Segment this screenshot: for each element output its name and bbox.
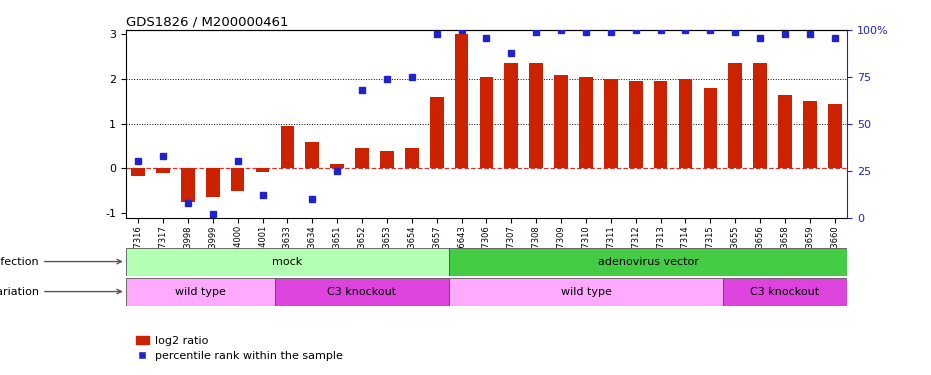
Legend: log2 ratio, percentile rank within the sample: log2 ratio, percentile rank within the s…	[131, 331, 347, 366]
Bar	[131, 168, 145, 176]
Bar	[126, 248, 449, 276]
Bar	[753, 63, 767, 168]
Bar	[275, 278, 449, 306]
Bar	[628, 81, 642, 168]
Bar	[505, 63, 519, 168]
Bar	[579, 77, 593, 168]
Bar	[778, 95, 792, 168]
Text: adenovirus vector: adenovirus vector	[598, 256, 698, 267]
Bar	[604, 79, 617, 168]
Text: wild type: wild type	[175, 286, 225, 297]
Text: GDS1826 / M200000461: GDS1826 / M200000461	[126, 16, 289, 29]
Bar	[256, 168, 269, 172]
Text: infection: infection	[0, 256, 121, 267]
Bar	[728, 63, 742, 168]
Bar	[305, 142, 319, 168]
Bar	[126, 278, 275, 306]
Bar	[331, 164, 344, 168]
Bar	[722, 278, 847, 306]
Bar	[231, 168, 245, 191]
Bar	[206, 168, 220, 197]
Bar	[156, 168, 169, 173]
Bar	[679, 79, 693, 168]
Bar	[554, 75, 568, 168]
Bar	[654, 81, 668, 168]
Text: wild type: wild type	[560, 286, 612, 297]
Bar	[454, 34, 468, 168]
Bar	[479, 77, 493, 168]
Text: genotype/variation: genotype/variation	[0, 286, 121, 297]
Bar	[356, 148, 369, 168]
Bar	[530, 63, 543, 168]
Bar	[380, 150, 394, 168]
Text: C3 knockout: C3 knockout	[750, 286, 819, 297]
Bar	[280, 126, 294, 168]
Bar	[704, 88, 717, 168]
Bar	[405, 148, 419, 168]
Bar	[803, 101, 816, 168]
Bar	[181, 168, 195, 202]
Bar	[828, 104, 842, 168]
Bar	[449, 278, 722, 306]
Bar	[430, 97, 443, 168]
Bar	[449, 248, 847, 276]
Text: C3 knockout: C3 knockout	[328, 286, 397, 297]
Text: mock: mock	[272, 256, 303, 267]
